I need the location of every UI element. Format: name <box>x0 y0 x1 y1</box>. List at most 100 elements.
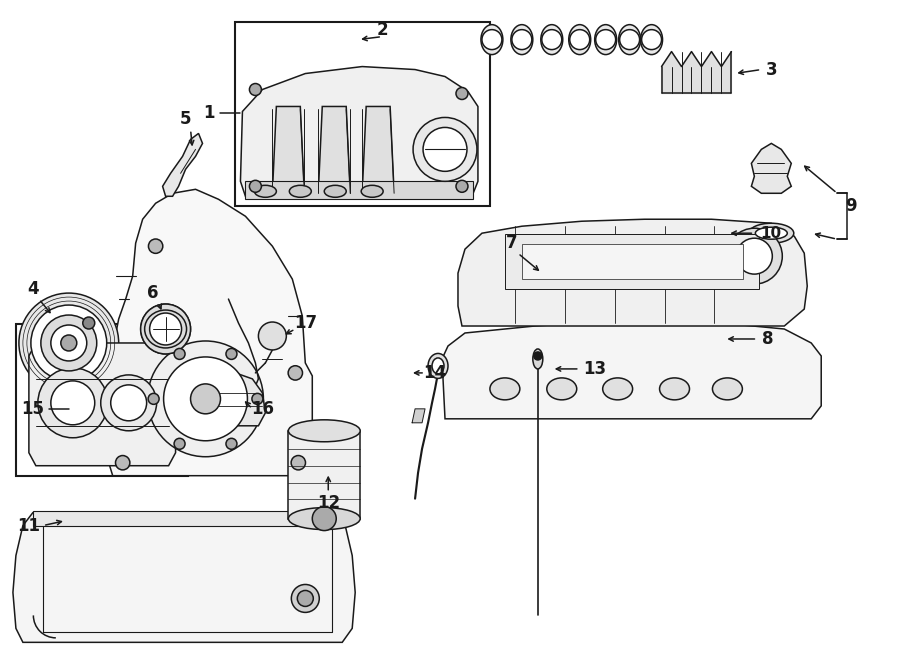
Text: 4: 4 <box>27 280 39 298</box>
PathPatch shape <box>240 67 478 196</box>
Ellipse shape <box>595 24 616 55</box>
Ellipse shape <box>569 24 590 55</box>
Circle shape <box>312 506 337 531</box>
Circle shape <box>61 335 76 351</box>
Ellipse shape <box>361 185 383 197</box>
Circle shape <box>101 375 157 431</box>
Text: 11: 11 <box>17 517 40 535</box>
Text: 2: 2 <box>376 20 388 38</box>
Bar <box>16 324 187 476</box>
Circle shape <box>115 455 130 470</box>
Circle shape <box>140 304 191 354</box>
Ellipse shape <box>547 378 577 400</box>
PathPatch shape <box>163 134 202 196</box>
Text: 13: 13 <box>583 360 607 378</box>
Circle shape <box>258 322 286 350</box>
Text: 1: 1 <box>202 104 214 122</box>
Circle shape <box>291 455 305 470</box>
Circle shape <box>292 584 320 612</box>
Circle shape <box>19 293 119 393</box>
Circle shape <box>31 305 107 381</box>
Polygon shape <box>671 52 681 93</box>
Circle shape <box>111 385 147 421</box>
Circle shape <box>140 304 191 354</box>
Ellipse shape <box>749 223 794 243</box>
Ellipse shape <box>713 378 742 400</box>
Ellipse shape <box>511 24 533 55</box>
Text: 12: 12 <box>317 494 340 512</box>
Ellipse shape <box>289 185 311 197</box>
Ellipse shape <box>603 378 633 400</box>
Circle shape <box>40 315 96 371</box>
Text: 10: 10 <box>760 225 782 241</box>
Text: 9: 9 <box>845 197 857 215</box>
Ellipse shape <box>660 378 689 400</box>
PathPatch shape <box>209 373 266 426</box>
Bar <box>236 22 490 206</box>
Circle shape <box>512 30 532 50</box>
Circle shape <box>423 128 467 171</box>
Ellipse shape <box>618 24 641 55</box>
Ellipse shape <box>432 358 444 374</box>
Bar <box>505 234 760 289</box>
PathPatch shape <box>319 106 350 193</box>
PathPatch shape <box>29 343 176 466</box>
Circle shape <box>619 30 640 50</box>
Circle shape <box>456 87 468 100</box>
Circle shape <box>148 393 159 405</box>
Circle shape <box>482 30 502 50</box>
Bar <box>288 431 360 519</box>
Circle shape <box>413 118 477 181</box>
Circle shape <box>297 590 313 606</box>
Circle shape <box>542 30 562 50</box>
Text: 17: 17 <box>293 314 317 332</box>
PathPatch shape <box>442 323 821 419</box>
Ellipse shape <box>288 508 360 529</box>
Circle shape <box>226 348 237 360</box>
Ellipse shape <box>641 24 662 55</box>
Polygon shape <box>412 409 425 423</box>
Circle shape <box>252 393 263 405</box>
PathPatch shape <box>458 219 807 326</box>
Text: 3: 3 <box>766 61 777 79</box>
PathPatch shape <box>752 143 791 193</box>
Ellipse shape <box>288 420 360 442</box>
Ellipse shape <box>255 185 276 197</box>
Bar <box>246 181 473 199</box>
Ellipse shape <box>541 24 562 55</box>
Circle shape <box>642 30 662 50</box>
Polygon shape <box>701 52 711 93</box>
PathPatch shape <box>273 106 304 193</box>
Ellipse shape <box>324 185 346 197</box>
Circle shape <box>38 368 108 438</box>
Circle shape <box>50 381 94 425</box>
Circle shape <box>726 228 782 284</box>
Circle shape <box>148 341 264 457</box>
Circle shape <box>164 357 248 441</box>
Circle shape <box>83 317 94 329</box>
Ellipse shape <box>490 378 520 400</box>
Circle shape <box>226 438 237 449</box>
Circle shape <box>288 366 302 380</box>
Text: 16: 16 <box>251 400 274 418</box>
Circle shape <box>534 352 542 360</box>
Circle shape <box>249 180 261 192</box>
Circle shape <box>570 30 590 50</box>
Circle shape <box>596 30 616 50</box>
PathPatch shape <box>13 513 356 642</box>
Bar <box>33 510 338 525</box>
Text: 8: 8 <box>761 330 773 348</box>
Circle shape <box>736 238 772 274</box>
Text: 5: 5 <box>180 110 192 128</box>
Text: 15: 15 <box>22 400 44 418</box>
Polygon shape <box>711 52 722 93</box>
Polygon shape <box>722 52 732 93</box>
Polygon shape <box>681 52 691 93</box>
Text: 14: 14 <box>424 364 446 382</box>
Circle shape <box>148 239 163 253</box>
Ellipse shape <box>481 24 503 55</box>
Ellipse shape <box>428 354 448 378</box>
Ellipse shape <box>755 227 788 239</box>
Circle shape <box>191 384 220 414</box>
Bar <box>522 244 743 279</box>
